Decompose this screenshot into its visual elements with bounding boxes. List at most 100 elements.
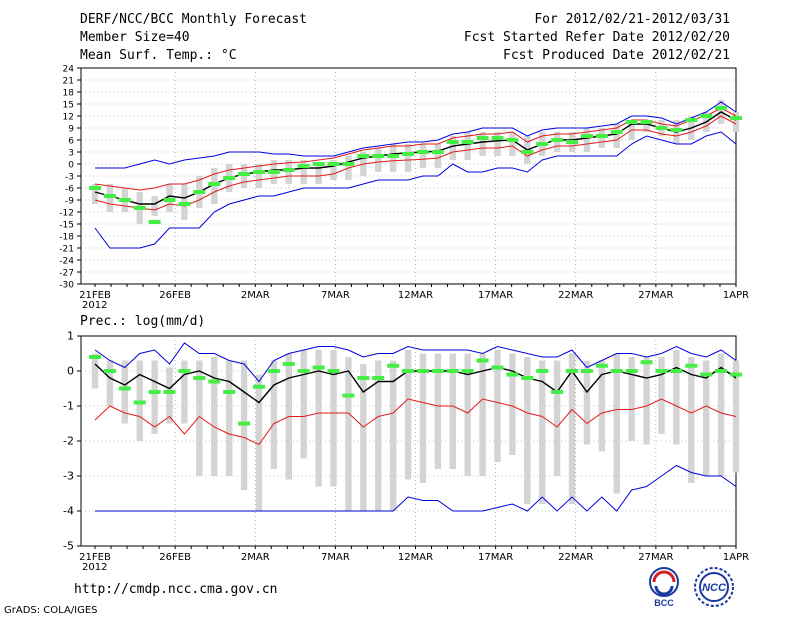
temp-ytick-label: 15 bbox=[63, 101, 74, 111]
prec-ytick-label: 0 bbox=[67, 365, 74, 378]
temp-ytick-label: -9 bbox=[65, 197, 74, 207]
prec-ytick-label: -4 bbox=[63, 505, 74, 518]
prec-spread-box bbox=[151, 360, 158, 434]
temp-ytick-label: 18 bbox=[63, 89, 75, 99]
prec-spread-box bbox=[568, 353, 576, 504]
prec-ytick-label: -1 bbox=[63, 400, 74, 413]
temp-spread-box bbox=[494, 132, 501, 156]
prec-spread-box bbox=[419, 353, 427, 483]
prec-median-marker bbox=[521, 376, 534, 380]
prec-spread-box bbox=[345, 357, 352, 511]
temp-spread-box bbox=[583, 128, 591, 152]
temp-median-marker bbox=[655, 126, 668, 130]
temp-median-marker bbox=[700, 114, 713, 118]
temp-xtick-label: 26FEB bbox=[159, 290, 191, 301]
temp-spread-box bbox=[91, 184, 99, 204]
prec-spread-box bbox=[449, 353, 456, 469]
temp-max-line bbox=[95, 101, 737, 169]
prec-median-marker bbox=[327, 369, 340, 373]
prec-median-marker bbox=[89, 355, 101, 359]
prec-spread-box bbox=[464, 353, 471, 476]
prec-median-marker bbox=[670, 369, 683, 373]
prec-ytick-label: -3 bbox=[63, 470, 74, 483]
temp-median-marker bbox=[327, 162, 340, 166]
prec-spread-box bbox=[166, 367, 173, 424]
forecast-period: For 2012/02/21-2012/03/31 bbox=[534, 12, 730, 27]
temp-median-marker bbox=[566, 140, 579, 144]
prec-spread-box bbox=[673, 350, 680, 445]
prec-spread-box bbox=[106, 360, 114, 406]
prec-upper-line bbox=[94, 342, 737, 383]
prec-median-marker bbox=[551, 390, 564, 394]
prec-median-marker bbox=[267, 369, 280, 373]
prec-ytick-label: -5 bbox=[63, 540, 74, 553]
prec-spread-box bbox=[404, 350, 412, 480]
temp-xtick-label: 12MAR bbox=[398, 290, 433, 301]
prec-median-marker bbox=[461, 369, 474, 373]
prec-median-marker bbox=[238, 421, 251, 426]
temp-median-marker bbox=[387, 154, 400, 158]
temp-median-marker bbox=[163, 198, 176, 202]
variable-label: Mean Surf. Temp.: °C bbox=[80, 48, 237, 63]
prec-xtick-label: 2012 bbox=[82, 562, 107, 573]
temp-median-marker bbox=[312, 162, 325, 166]
prec-xtick-label: 17MAR bbox=[478, 552, 513, 563]
prec-spread-box bbox=[628, 357, 635, 441]
temp-xtick-label: 2MAR bbox=[241, 290, 270, 301]
temp-ytick-label: -27 bbox=[59, 269, 74, 279]
prec-spread-box bbox=[225, 360, 233, 476]
temp-xtick-label: 1APR bbox=[723, 290, 749, 301]
prec-xtick-label: 21FEB bbox=[79, 552, 111, 563]
temp-ytick-label: 24 bbox=[63, 65, 75, 75]
temp-median-marker bbox=[297, 164, 310, 168]
temp-spread-box bbox=[643, 120, 650, 132]
temp-ytick-label: -6 bbox=[65, 185, 74, 195]
temp-spread-box bbox=[613, 124, 620, 148]
source-url[interactable]: http://cmdp.ncc.cma.gov.cn bbox=[74, 582, 278, 597]
temp-min-line bbox=[94, 131, 737, 249]
temp-median-marker bbox=[685, 118, 698, 122]
temp-median-marker bbox=[178, 202, 191, 206]
prec-median-marker bbox=[387, 363, 400, 368]
prec-ytick-label: 1 bbox=[67, 330, 74, 343]
temp-ytick-label: -18 bbox=[59, 233, 74, 243]
temp-ytick-label: -24 bbox=[59, 257, 74, 267]
temp-spread-box bbox=[509, 132, 516, 156]
temp-ytick-label: 12 bbox=[63, 113, 74, 123]
prec-xtick-label: 27MAR bbox=[638, 552, 673, 563]
prec-median-marker bbox=[625, 369, 638, 373]
prec-median-marker bbox=[595, 363, 608, 368]
temp-median-marker bbox=[118, 198, 131, 202]
prec-spread-box bbox=[389, 360, 397, 511]
temp-median-marker bbox=[506, 138, 519, 142]
prec-spread-box bbox=[315, 350, 322, 487]
temp-median-marker bbox=[625, 120, 638, 124]
prec-lower-line bbox=[94, 398, 737, 446]
prec-spread-box bbox=[196, 360, 203, 476]
temp-xtick-label: 22MAR bbox=[558, 290, 593, 301]
temp-ytick-label: -3 bbox=[65, 173, 74, 183]
prec-median-marker bbox=[416, 369, 429, 373]
prec-spread-box bbox=[330, 350, 337, 487]
temp-median-marker bbox=[357, 154, 370, 158]
temp-spread-box bbox=[300, 160, 307, 184]
temp-median-marker bbox=[238, 172, 251, 176]
prec-median-marker bbox=[610, 369, 623, 373]
temp-median-marker bbox=[580, 134, 593, 138]
prec-median-marker bbox=[655, 369, 668, 373]
prec-min-line bbox=[95, 464, 737, 512]
prec-median-marker bbox=[476, 358, 489, 363]
prec-spread-box bbox=[255, 374, 263, 511]
temp-median-marker bbox=[491, 136, 504, 140]
prec-median-marker bbox=[715, 369, 728, 373]
temp-xtick-label: 17MAR bbox=[478, 290, 513, 301]
prec-spread-box bbox=[121, 360, 129, 424]
prec-median-marker bbox=[178, 369, 191, 373]
temp-median-marker bbox=[595, 134, 608, 138]
prec-spread-box bbox=[91, 353, 99, 389]
prec-spread-box bbox=[211, 357, 218, 476]
temp-median-marker bbox=[282, 168, 295, 172]
prec-spread-box bbox=[494, 350, 501, 462]
temp-spread-box bbox=[375, 148, 382, 172]
